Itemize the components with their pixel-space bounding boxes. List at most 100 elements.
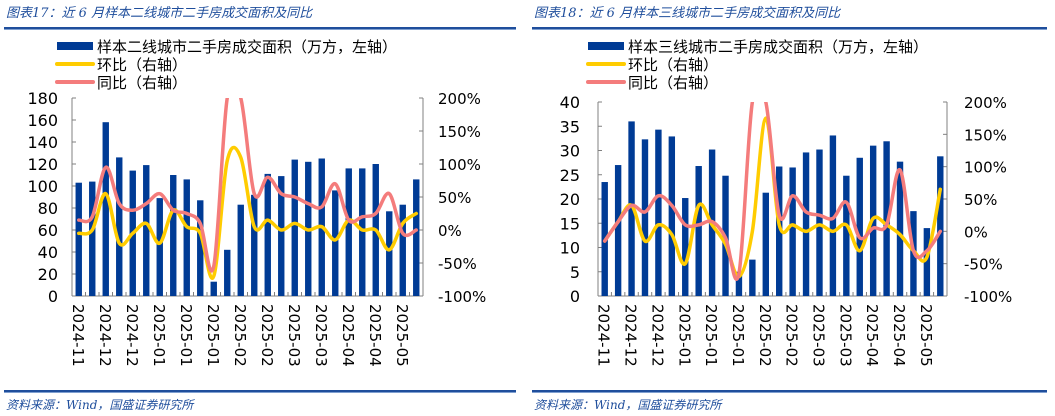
bar (399, 204, 406, 296)
x-tick-label: 2024-11 (595, 304, 613, 367)
mom-line (77, 145, 418, 280)
y-tick-label-left: 60 (38, 221, 58, 240)
y-tick-label-left: 120 (27, 155, 58, 174)
y-tick-label-right: 200% (438, 90, 481, 108)
source-note: 资料来源：Wind，国盛证券研究所 (534, 398, 722, 412)
y-tick-label-right: 150% (964, 126, 1007, 144)
bar (682, 198, 689, 296)
bar (628, 121, 635, 297)
bar (762, 192, 769, 296)
legend-label: 同比（右轴） (97, 74, 187, 92)
y-tick-label-right: -100% (438, 288, 486, 306)
source-divider (532, 390, 1047, 393)
y-tick-label-right: -50% (438, 255, 477, 273)
x-tick-label: 2025-04 (339, 304, 357, 367)
bar (224, 249, 231, 296)
x-tick-label: 2025-05 (917, 304, 935, 367)
y-tick-label-left: 140 (27, 133, 58, 152)
x-tick-label: 2025-01 (729, 304, 747, 367)
bar (170, 175, 177, 296)
bar (237, 204, 244, 296)
y-tick-label-left: 180 (27, 89, 58, 108)
y-tick-label-left: 5 (570, 263, 580, 282)
bar (883, 141, 890, 296)
legend-label: 同比（右轴） (628, 74, 718, 92)
bar (695, 166, 702, 296)
legend-label: 环比（右轴） (97, 56, 187, 74)
y-tick-label-left: 35 (560, 117, 580, 136)
y-tick-label-left: 20 (560, 190, 580, 209)
bar (116, 157, 123, 296)
x-tick-label: 2024-12 (622, 304, 640, 367)
y-tick-label-left: 100 (27, 177, 58, 196)
chart-title: 图表17：近 6 月样本二线城市二手房成交面积及同比 (6, 6, 313, 21)
y-tick-label-right: 100% (438, 156, 481, 174)
chart-title: 图表18：近 6 月样本三线城市二手房成交面积及同比 (534, 6, 841, 21)
source-note: 资料来源：Wind，国盛证券研究所 (6, 398, 194, 412)
x-tick-label: 2024-11 (69, 304, 87, 367)
x-tick-label: 2024-12 (96, 304, 114, 367)
legend-swatch-bar (57, 42, 93, 50)
bar (802, 152, 810, 296)
x-tick-label: 2025-03 (836, 304, 854, 367)
bar (102, 122, 109, 296)
y-tick-label-left: 0 (48, 287, 58, 306)
bar (278, 176, 285, 296)
y-tick-label-right: 50% (438, 189, 471, 207)
yoy-line (602, 102, 943, 281)
x-tick-label: 2025-01 (675, 304, 693, 367)
x-tick-label: 2025-04 (366, 304, 384, 367)
bar (789, 167, 796, 296)
bar (75, 182, 82, 296)
bar (668, 136, 676, 296)
legend-label: 样本三线城市二手房成交面积（万方，左轴） (628, 38, 928, 56)
bar (923, 228, 931, 296)
x-tick-label: 2025-02 (756, 304, 774, 367)
legend-label: 环比（右轴） (628, 56, 718, 74)
y-tick-label-left: 30 (560, 142, 580, 161)
yoy-line (77, 98, 418, 273)
bar (197, 200, 204, 296)
y-tick-label-right: -50% (964, 256, 1003, 274)
bar (829, 135, 837, 296)
bar (843, 175, 850, 296)
bar (641, 139, 649, 296)
y-tick-label-right: 200% (964, 94, 1007, 112)
bar (816, 149, 823, 296)
bar (264, 173, 271, 296)
x-tick-label: 2025-03 (285, 304, 303, 367)
x-tick-label: 2025-02 (783, 304, 801, 367)
bar (413, 179, 420, 296)
y-tick-label-right: 100% (964, 159, 1007, 177)
y-tick-label-right: 0% (964, 223, 988, 241)
x-tick-label: 2025-02 (258, 304, 276, 367)
x-tick-label: 2025-05 (393, 304, 411, 367)
bar (143, 165, 150, 296)
y-tick-label-left: 0 (570, 287, 580, 306)
bar (749, 259, 756, 296)
chart-panel-tier2: 图表17：近 6 月样本二线城市二手房成交面积及同比 0 20 40 60 80 100 1… (0, 0, 525, 416)
y-tick-label-right: -100% (964, 288, 1012, 306)
y-tick-label-left: 20 (38, 265, 58, 284)
title-divider (532, 27, 1047, 30)
y-tick-label-left: 25 (560, 166, 580, 185)
y-tick-label-left: 40 (560, 93, 580, 112)
x-tick-label: 2025-03 (312, 304, 330, 367)
bar (655, 129, 662, 296)
x-tick-label: 2025-03 (809, 304, 827, 367)
bar (359, 168, 366, 296)
bar (156, 198, 163, 296)
bar (937, 156, 944, 296)
x-tick-label: 2025-02 (231, 304, 249, 367)
x-tick-label: 2025-01 (204, 304, 222, 367)
bar (735, 271, 743, 296)
source-divider (4, 390, 516, 393)
bar (896, 161, 904, 296)
bar (776, 166, 783, 296)
bar (89, 181, 96, 296)
y-tick-label-left: 80 (38, 199, 58, 218)
chart-panel-tier3: 图表18：近 6 月样本三线城市二手房成交面积及同比 0 5 10 15 20 25 30 3… (528, 0, 1055, 416)
y-tick-label-left: 15 (560, 214, 580, 233)
x-tick-label: 2025-01 (150, 304, 168, 367)
x-tick-label: 2025-04 (890, 304, 908, 367)
